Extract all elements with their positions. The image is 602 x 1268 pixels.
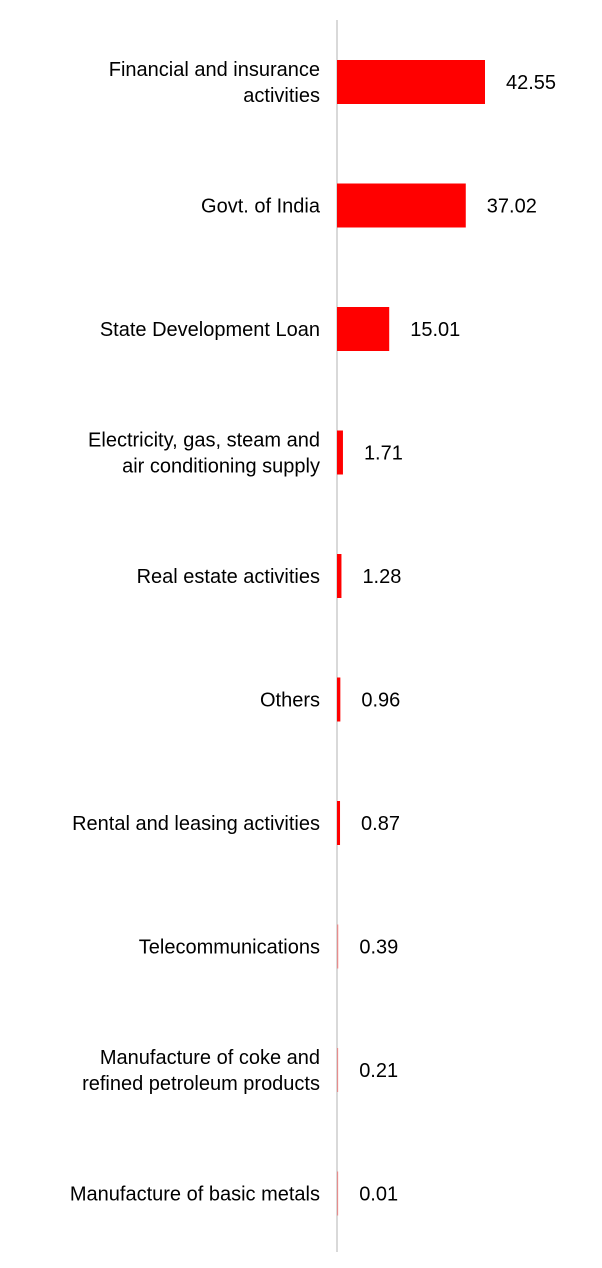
category-label-4: Real estate activities (137, 566, 320, 588)
value-label-2: 15.01 (410, 319, 460, 341)
bar-5 (337, 677, 341, 722)
bar-1 (337, 183, 466, 228)
bar-2 (337, 307, 390, 351)
bar-9 (337, 1171, 339, 1216)
bars-group (337, 60, 485, 1216)
category-label-8-line-1: refined petroleum products (82, 1073, 320, 1095)
category-label-0-line-0: Financial and insurance (109, 59, 320, 81)
category-label-9: Manufacture of basic metals (70, 1184, 320, 1206)
category-label-6: Rental and leasing activities (72, 813, 320, 835)
category-label-1: Govt. of India (201, 196, 321, 218)
value-label-5: 0.96 (361, 690, 400, 712)
bar-7 (337, 924, 339, 969)
category-label-3-line-1: air conditioning supply (122, 456, 320, 478)
category-label-0-line-1: activities (243, 85, 320, 107)
value-label-7: 0.39 (359, 937, 398, 959)
category-labels-group: Financial and insurance activities Govt. o… (70, 59, 321, 1206)
value-label-9: 0.01 (359, 1184, 398, 1206)
bar-8 (337, 1048, 339, 1092)
value-label-1: 37.02 (487, 196, 537, 218)
category-label-3-line-0: Electricity, gas, steam and (88, 430, 320, 452)
category-label-8-line-0: Manufacture of coke and (100, 1047, 320, 1069)
value-label-3: 1.71 (364, 443, 403, 465)
value-label-4: 1.28 (362, 566, 401, 588)
category-label-5: Others (260, 690, 320, 712)
value-label-0: 42.55 (506, 72, 556, 94)
bar-4 (337, 554, 342, 598)
value-labels-group: 42.55 37.02 15.01 1.71 1.28 0.96 0.87 0.39 0.21 0… (359, 72, 556, 1206)
bar-0 (337, 60, 485, 104)
bar-3 (337, 430, 343, 475)
category-label-7: Telecommunications (139, 937, 320, 959)
category-label-2: State Development Loan (100, 319, 320, 341)
bar-6 (337, 801, 341, 845)
value-label-6: 0.87 (361, 813, 400, 835)
value-label-8: 0.21 (359, 1060, 398, 1082)
